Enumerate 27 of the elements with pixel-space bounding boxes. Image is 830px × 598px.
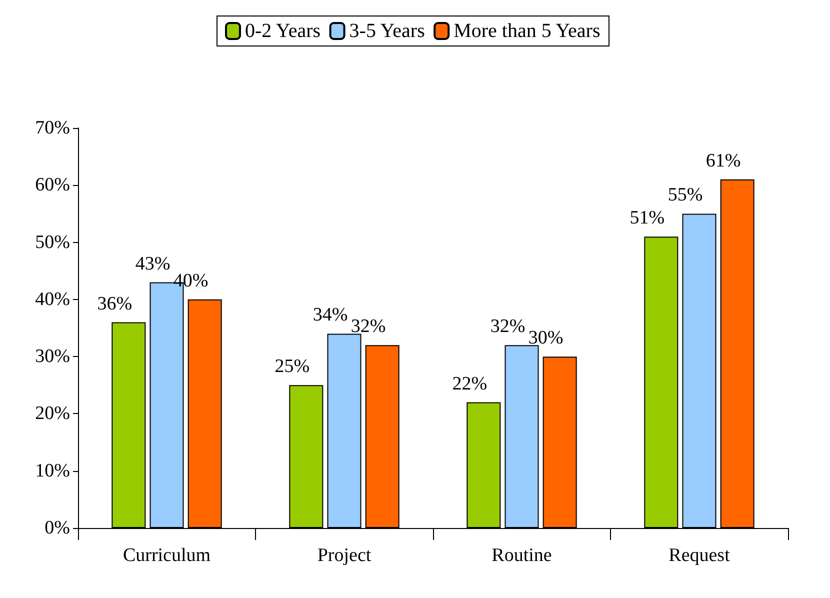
data-label: 34% bbox=[312, 304, 348, 326]
y-tick-label: 70% bbox=[35, 118, 70, 138]
y-tick-label: 0% bbox=[44, 518, 70, 538]
y-tick-label: 60% bbox=[35, 174, 70, 196]
y-tick-label: 20% bbox=[35, 403, 70, 424]
data-label: 32% bbox=[350, 316, 386, 338]
data-label: 40% bbox=[173, 270, 208, 292]
x-tick-label: Routine bbox=[492, 545, 552, 566]
y-tick-label: 40% bbox=[35, 288, 70, 310]
y-tick-label: 10% bbox=[35, 460, 70, 482]
x-tick-label: Request bbox=[668, 545, 731, 566]
legend-label: More than 5 Years bbox=[454, 20, 600, 42]
data-label: 30% bbox=[528, 328, 564, 349]
data-label: 32% bbox=[490, 316, 526, 338]
data-label: 25% bbox=[274, 356, 310, 378]
data-label: 51% bbox=[630, 208, 665, 229]
x-tick-label: Project bbox=[317, 545, 372, 566]
data-label: 55% bbox=[668, 184, 703, 206]
legend-label: 3-5 Years bbox=[349, 20, 426, 42]
y-tick-label: 50% bbox=[35, 232, 70, 253]
legend-label: 0-2 Years bbox=[245, 20, 321, 42]
x-tick-label: Curriculum bbox=[122, 545, 211, 566]
y-tick-label: 30% bbox=[35, 346, 70, 368]
data-label: 36% bbox=[97, 293, 132, 314]
data-label: 61% bbox=[706, 150, 741, 172]
data-label: 43% bbox=[135, 253, 170, 274]
data-label: 22% bbox=[452, 373, 488, 394]
